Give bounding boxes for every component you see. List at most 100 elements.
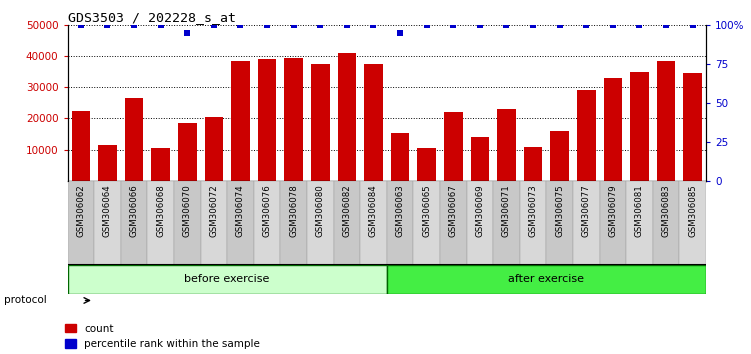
Text: protocol: protocol	[4, 296, 47, 306]
Bar	[364, 64, 383, 181]
Text: GSM306083: GSM306083	[662, 184, 671, 237]
Bar	[307, 181, 333, 265]
Bar	[471, 137, 489, 181]
Bar	[204, 117, 223, 181]
Text: GSM306077: GSM306077	[582, 184, 591, 237]
Point	[394, 30, 406, 35]
Text: GSM306074: GSM306074	[236, 184, 245, 237]
Bar	[174, 181, 201, 265]
Bar	[254, 181, 280, 265]
Text: GSM306068: GSM306068	[156, 184, 165, 237]
Text: GSM306078: GSM306078	[289, 184, 298, 237]
Bar	[98, 145, 117, 181]
Bar	[360, 181, 387, 265]
Point	[474, 22, 486, 28]
Bar	[121, 181, 147, 265]
Point	[527, 22, 539, 28]
Point	[75, 22, 87, 28]
Bar	[413, 181, 440, 265]
Text: GSM306075: GSM306075	[555, 184, 564, 237]
Bar	[444, 112, 463, 181]
Text: GSM306079: GSM306079	[608, 184, 617, 237]
Bar	[285, 58, 303, 181]
Point	[181, 30, 193, 35]
Bar	[418, 148, 436, 181]
Bar	[147, 181, 174, 265]
Text: GSM306066: GSM306066	[130, 184, 139, 237]
Bar	[178, 123, 197, 181]
Bar	[683, 73, 702, 181]
Bar	[152, 148, 170, 181]
Text: GSM306067: GSM306067	[449, 184, 458, 237]
Point	[421, 22, 433, 28]
Point	[553, 22, 566, 28]
Point	[367, 22, 379, 28]
Bar	[387, 181, 413, 265]
Text: GSM306085: GSM306085	[688, 184, 697, 237]
Text: GSM306072: GSM306072	[210, 184, 219, 237]
Bar	[231, 61, 250, 181]
Bar	[391, 132, 409, 181]
Text: GSM306084: GSM306084	[369, 184, 378, 237]
Point	[341, 22, 353, 28]
Text: GSM306076: GSM306076	[263, 184, 272, 237]
Point	[500, 22, 512, 28]
Text: GDS3503 / 202228_s_at: GDS3503 / 202228_s_at	[68, 11, 236, 24]
Bar	[333, 181, 360, 265]
Bar	[466, 181, 493, 265]
Bar	[520, 181, 547, 265]
Text: GSM306081: GSM306081	[635, 184, 644, 237]
Text: GSM306064: GSM306064	[103, 184, 112, 237]
Point	[607, 22, 619, 28]
Text: GSM306082: GSM306082	[342, 184, 351, 237]
Text: GSM306080: GSM306080	[315, 184, 324, 237]
Point	[660, 22, 672, 28]
Point	[686, 22, 698, 28]
Bar	[573, 181, 599, 265]
Bar	[599, 181, 626, 265]
Text: GSM306062: GSM306062	[77, 184, 86, 237]
Bar	[68, 181, 94, 265]
Bar	[258, 59, 276, 181]
Bar	[337, 53, 356, 181]
Text: GSM306063: GSM306063	[396, 184, 405, 237]
Bar	[577, 90, 596, 181]
Point	[314, 22, 326, 28]
Bar	[280, 181, 307, 265]
Bar	[387, 265, 706, 294]
Bar	[440, 181, 466, 265]
Bar	[626, 181, 653, 265]
Text: GSM306070: GSM306070	[182, 184, 192, 237]
Bar	[523, 147, 542, 181]
Bar	[94, 181, 121, 265]
Bar	[630, 72, 649, 181]
Bar	[680, 181, 706, 265]
Text: GSM306065: GSM306065	[422, 184, 431, 237]
Bar	[550, 131, 569, 181]
Point	[288, 22, 300, 28]
Point	[101, 22, 113, 28]
Legend: count, percentile rank within the sample: count, percentile rank within the sample	[65, 324, 260, 349]
Bar	[68, 265, 387, 294]
Point	[633, 22, 645, 28]
Bar	[227, 181, 254, 265]
Point	[234, 22, 246, 28]
Text: before exercise: before exercise	[185, 274, 270, 284]
Point	[448, 22, 460, 28]
Point	[155, 22, 167, 28]
Text: after exercise: after exercise	[508, 274, 584, 284]
Point	[128, 22, 140, 28]
Bar	[497, 109, 516, 181]
Bar	[311, 64, 330, 181]
Text: GSM306071: GSM306071	[502, 184, 511, 237]
Bar	[125, 98, 143, 181]
Bar	[604, 78, 622, 181]
Bar	[71, 111, 90, 181]
Bar	[656, 61, 675, 181]
Point	[208, 22, 220, 28]
Bar	[653, 181, 680, 265]
Text: GSM306073: GSM306073	[529, 184, 538, 237]
Point	[581, 22, 593, 28]
Point	[261, 22, 273, 28]
Text: GSM306069: GSM306069	[475, 184, 484, 237]
